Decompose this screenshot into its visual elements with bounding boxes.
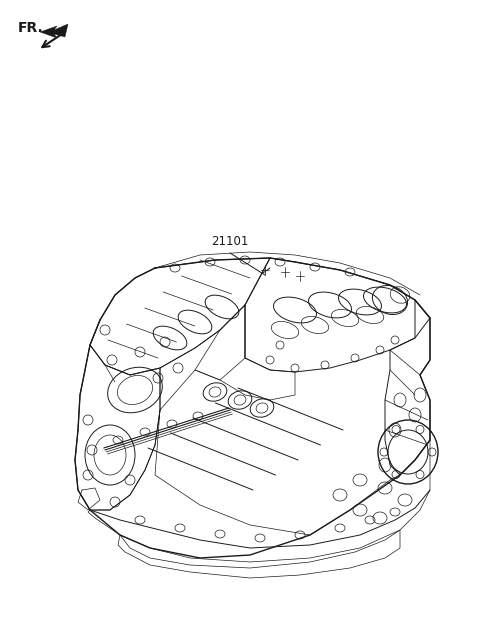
Text: FR.: FR. (18, 21, 44, 35)
Polygon shape (40, 24, 68, 38)
Text: 21101: 21101 (211, 235, 249, 248)
